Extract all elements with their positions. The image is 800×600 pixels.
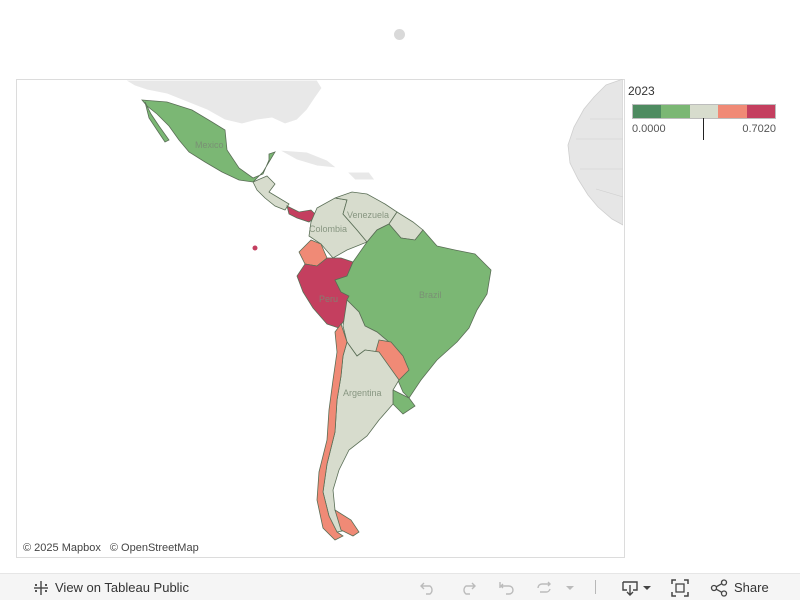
refresh-icon [537, 581, 551, 593]
map-view[interactable]: Mexico Venezuela Colombia Brazil Peru Ar… [16, 79, 625, 558]
legend-color-bar [632, 104, 776, 119]
legend-swatch-5 [746, 105, 776, 118]
undo-button[interactable] [419, 574, 437, 600]
view-on-tableau-public-button[interactable]: View on Tableau Public [33, 574, 189, 600]
color-legend[interactable]: 2023 0.0000 0.7020 [628, 84, 778, 140]
share-button[interactable]: Share [710, 574, 769, 600]
view-on-tableau-public-label: View on Tableau Public [55, 580, 189, 595]
chevron-down-icon [566, 585, 574, 590]
baja-california [144, 101, 170, 143]
legend-swatch-4 [718, 105, 747, 118]
label-brazil: Brazil [419, 290, 442, 300]
mexico-region[interactable] [141, 99, 276, 183]
fullscreen-icon [671, 578, 689, 597]
loading-dot [394, 29, 405, 40]
legend-swatch-1 [633, 105, 662, 118]
usa-region [124, 80, 323, 125]
legend-swatch-3 [689, 105, 719, 118]
cuba-island [278, 149, 339, 169]
osm-attribution[interactable]: © OpenStreetMap [109, 542, 199, 554]
legend-title: 2023 [628, 84, 655, 98]
legend-marker [702, 118, 704, 140]
refresh-button[interactable] [535, 574, 555, 600]
share-label: Share [734, 580, 769, 595]
label-venezuela: Venezuela [347, 210, 389, 220]
mapbox-attribution[interactable]: © 2025 Mapbox [23, 542, 101, 554]
redo-icon [463, 582, 476, 595]
download-chevron-icon [643, 585, 651, 590]
legend-min-label: 0.0000 [632, 123, 666, 135]
download-icon [622, 580, 638, 596]
label-colombia: Colombia [309, 224, 347, 234]
legend-swatch-2 [661, 105, 690, 118]
label-argentina: Argentina [343, 388, 382, 398]
refresh-menu-button[interactable] [565, 574, 575, 600]
revert-icon [499, 581, 514, 595]
toolbar-separator [595, 580, 596, 594]
tableau-logo-icon [34, 580, 48, 595]
label-peru: Peru [319, 294, 338, 304]
redo-button[interactable] [459, 574, 477, 600]
central-america-region[interactable] [252, 175, 290, 211]
galapagos-islands [252, 245, 258, 251]
tableau-toolbar: View on Tableau Public [0, 573, 800, 600]
tierra-del-fuego [334, 509, 360, 537]
map-attribution[interactable]: © 2025 Mapbox © OpenStreetMap [21, 541, 207, 555]
share-icon [710, 578, 728, 597]
africa-region [566, 79, 623, 227]
label-mexico: Mexico [195, 140, 224, 150]
undo-icon [420, 582, 433, 595]
legend-max-label: 0.7020 [742, 123, 776, 135]
chile-region[interactable] [316, 323, 348, 541]
download-button[interactable] [621, 574, 652, 600]
fullscreen-button[interactable] [671, 574, 689, 600]
revert-button[interactable] [498, 574, 516, 600]
map-svg[interactable]: Mexico Venezuela Colombia Brazil Peru Ar… [17, 80, 624, 557]
hispaniola-island [345, 171, 376, 181]
